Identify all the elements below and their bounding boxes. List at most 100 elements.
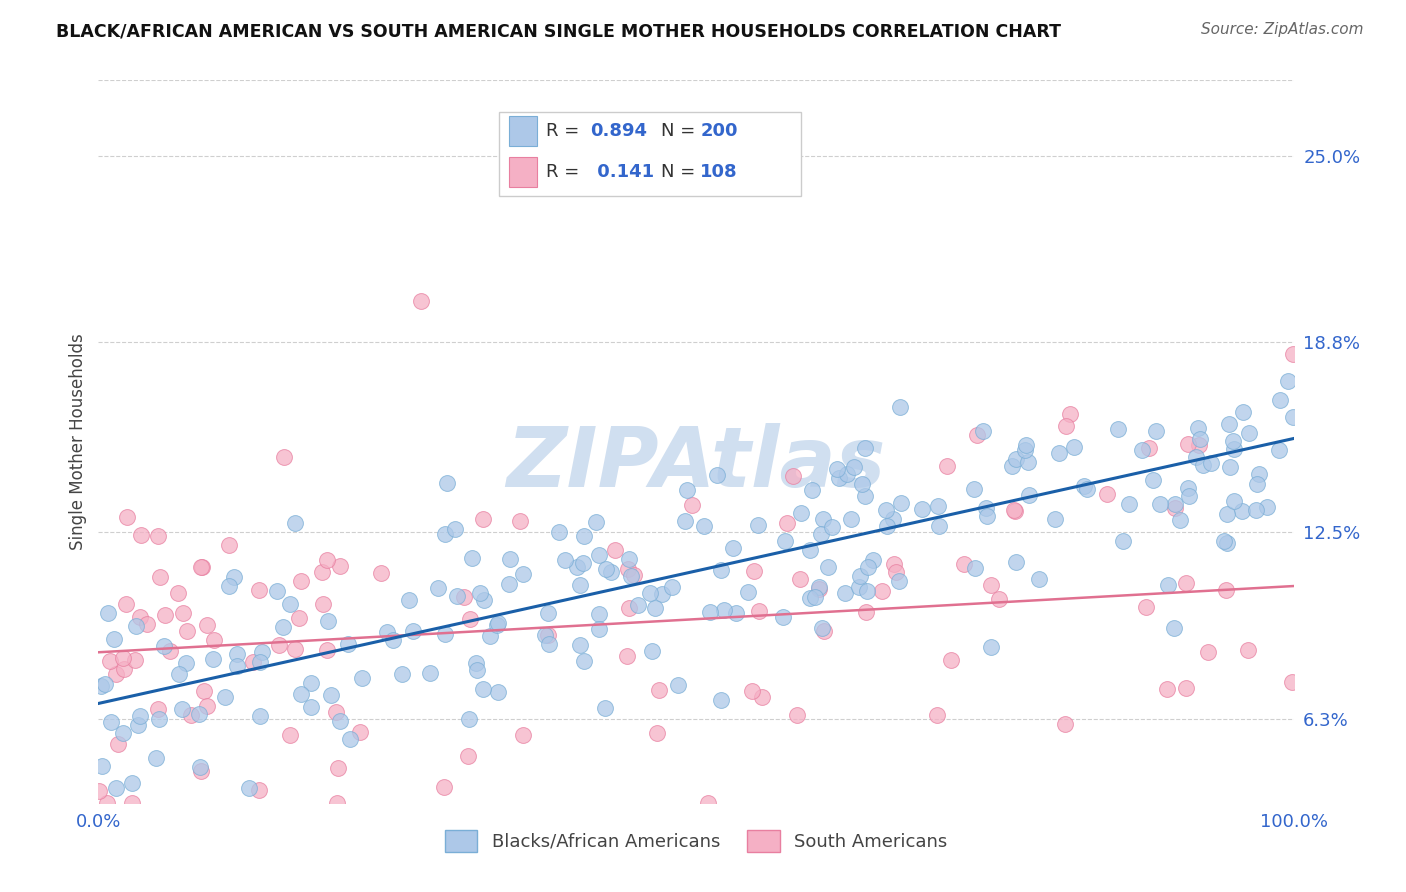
Point (1004, 503, 1026, 517)
Point (153, 639, 176, 653)
Point (1118, 497, 1140, 511)
Point (339, 732, 361, 747)
Point (534, 628, 557, 642)
Point (627, 598, 650, 612)
Point (972, 424, 994, 438)
Point (1045, 512, 1067, 526)
Point (1107, 422, 1129, 436)
Point (214, 690, 236, 705)
Point (267, 639, 290, 653)
Point (875, 503, 897, 517)
Point (104, 780, 127, 795)
Point (1175, 681, 1198, 695)
Point (1246, 477, 1268, 491)
Point (319, 688, 342, 702)
Point (190, 559, 212, 574)
Point (741, 684, 763, 698)
Point (751, 690, 773, 705)
Point (190, 559, 212, 574)
Point (124, 619, 146, 633)
Point (472, 592, 495, 607)
Point (398, 593, 420, 607)
Point (801, 483, 824, 498)
Point (188, 706, 211, 721)
Point (883, 558, 905, 572)
Point (585, 515, 607, 529)
Point (849, 569, 872, 583)
Point (890, 496, 912, 510)
Point (538, 637, 561, 651)
Point (299, 700, 322, 714)
Text: R =: R = (546, 163, 585, 181)
Point (290, 687, 312, 701)
Text: 0.141: 0.141 (591, 163, 654, 181)
Point (1222, 493, 1244, 508)
Point (1256, 500, 1278, 515)
Point (936, 458, 959, 473)
Point (1268, 443, 1291, 458)
Point (747, 517, 769, 532)
Point (1197, 645, 1219, 659)
Point (856, 559, 879, 574)
Text: 0.894: 0.894 (591, 122, 648, 140)
Point (810, 527, 832, 541)
Point (1192, 458, 1215, 472)
Point (115, 509, 138, 524)
Point (808, 581, 831, 595)
Point (193, 683, 215, 698)
Point (284, 641, 307, 656)
Point (1047, 446, 1070, 460)
Point (574, 654, 596, 668)
Point (623, 568, 645, 582)
Point (98, 654, 121, 668)
Point (661, 580, 683, 594)
Point (1218, 417, 1240, 432)
Point (1189, 432, 1212, 446)
Point (453, 591, 475, 605)
Point (1156, 681, 1178, 696)
Point (568, 578, 591, 592)
Point (1170, 513, 1192, 527)
Point (290, 574, 312, 589)
Point (155, 607, 177, 622)
Point (786, 708, 808, 723)
Point (855, 605, 877, 619)
Point (176, 624, 198, 639)
Point (976, 509, 998, 524)
Point (436, 476, 458, 491)
Point (567, 559, 589, 574)
Point (159, 643, 181, 657)
Point (706, 468, 728, 483)
Point (1001, 458, 1024, 473)
Point (851, 476, 873, 491)
Point (1015, 437, 1038, 451)
Point (1142, 473, 1164, 487)
Point (1005, 555, 1028, 569)
Point (872, 583, 894, 598)
Point (486, 617, 509, 632)
Point (124, 653, 146, 667)
Point (547, 524, 569, 539)
Point (499, 552, 522, 566)
Point (146, 702, 169, 716)
Point (554, 553, 576, 567)
Point (817, 560, 839, 574)
Point (247, 783, 270, 797)
Point (115, 597, 138, 611)
Point (121, 796, 143, 810)
Point (834, 585, 856, 599)
Point (238, 780, 260, 795)
Point (710, 563, 733, 577)
Point (146, 529, 169, 543)
Point (644, 601, 666, 615)
Point (617, 551, 640, 566)
Point (1277, 375, 1299, 389)
Point (668, 678, 690, 692)
Point (799, 591, 821, 605)
Point (673, 514, 696, 528)
Point (848, 580, 870, 594)
Point (804, 590, 827, 604)
Point (170, 702, 193, 716)
Point (928, 518, 950, 533)
Point (311, 597, 333, 611)
